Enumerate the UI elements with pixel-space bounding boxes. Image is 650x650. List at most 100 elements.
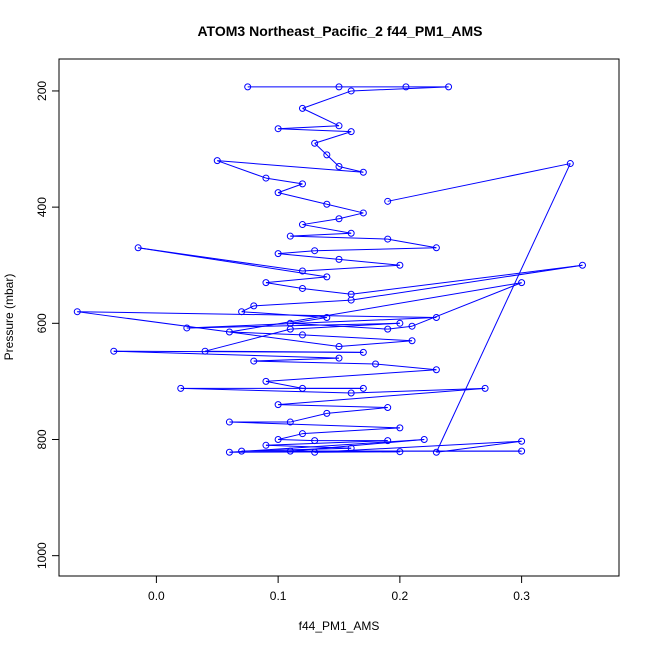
data-point	[274, 435, 282, 443]
data-point	[177, 384, 185, 392]
data-point	[286, 447, 294, 455]
data-point	[396, 319, 404, 327]
data-point	[335, 162, 343, 170]
data-point	[238, 308, 246, 316]
data-point	[578, 261, 586, 269]
data-point	[201, 347, 209, 355]
x-tick-label: 0.1	[270, 589, 287, 603]
data-point	[311, 247, 319, 255]
data-point	[286, 232, 294, 240]
data-point	[311, 139, 319, 147]
data-point	[323, 314, 331, 321]
data-point	[213, 157, 221, 165]
series-line-segment	[265, 369, 437, 382]
data-point	[384, 197, 392, 205]
data-point	[481, 384, 489, 392]
data-point	[110, 347, 118, 355]
data-point	[274, 401, 282, 409]
data-point	[384, 325, 392, 333]
series-line-segment	[278, 192, 327, 205]
series-line-segment	[265, 440, 388, 446]
series-layer	[73, 83, 586, 456]
series-line-segment	[326, 407, 388, 414]
data-point	[274, 125, 282, 133]
data-point	[402, 83, 410, 91]
data-point	[134, 244, 142, 252]
data-point	[396, 261, 404, 269]
data-point	[73, 308, 81, 316]
data-point	[244, 83, 252, 91]
series-line-segment	[314, 247, 437, 252]
series-line-segment	[338, 212, 364, 220]
data-point	[396, 424, 404, 432]
data-point	[335, 83, 343, 91]
data-point	[274, 189, 282, 197]
series-line-segment	[265, 276, 327, 284]
data-point	[518, 279, 526, 287]
data-point	[225, 328, 233, 336]
data-point	[384, 404, 392, 412]
series-line-segment	[186, 322, 400, 329]
data-point	[347, 389, 355, 397]
series-line-segment	[278, 253, 340, 260]
series-line-segment	[113, 350, 364, 353]
chart-title: ATOM3 Northeast_Pacific_2 f44_PM1_AMS	[197, 23, 482, 39]
series-line-segment	[253, 360, 376, 365]
data-point	[372, 360, 380, 368]
data-point	[347, 229, 355, 237]
data-point	[432, 314, 440, 321]
y-axis-label: Pressure (mbar)	[2, 274, 16, 361]
series-line-segment	[387, 163, 571, 202]
data-point	[335, 255, 343, 263]
series-line-segment	[241, 305, 254, 313]
series-line-segment	[278, 438, 315, 442]
data-point	[566, 160, 574, 168]
data-point	[335, 343, 343, 351]
data-point	[311, 437, 319, 445]
data-point	[359, 348, 367, 356]
data-point	[298, 180, 306, 188]
data-point	[420, 435, 428, 443]
series-line-segment	[290, 235, 388, 240]
series-line-segment	[302, 107, 340, 127]
series-line-segment	[217, 160, 267, 179]
x-tick-label: 0.0	[148, 589, 165, 603]
data-point	[298, 221, 306, 229]
data-point	[250, 302, 258, 310]
data-point	[262, 174, 270, 182]
series-line-segment	[375, 363, 437, 371]
series-line-segment	[265, 380, 303, 389]
series-line-segment	[411, 282, 522, 327]
series-line-segment	[265, 282, 303, 289]
series-line-segment	[204, 328, 291, 352]
data-point	[298, 267, 306, 275]
y-tick-label: 600	[35, 313, 49, 333]
y-tick-label: 800	[35, 429, 49, 449]
series-line-segment	[217, 160, 364, 173]
series-line-segment	[302, 334, 413, 342]
series-line-segment	[314, 451, 400, 453]
series-line-segment	[387, 238, 437, 249]
series-line-segment	[253, 299, 352, 307]
x-axis: 0.0 0.1 0.2 0.3	[148, 575, 530, 603]
series-line-segment	[435, 163, 571, 453]
data-point	[432, 366, 440, 374]
data-point	[408, 337, 416, 345]
series-line-segment	[77, 311, 437, 318]
data-point	[384, 437, 392, 445]
y-tick-label: 200	[35, 81, 49, 101]
series-line-segment	[278, 404, 388, 409]
data-point	[359, 384, 367, 392]
series-line-segment	[326, 203, 364, 214]
data-point	[225, 448, 233, 456]
data-point	[262, 279, 270, 287]
series-line-segment	[277, 183, 303, 194]
series-line-segment	[278, 250, 315, 255]
data-point	[323, 200, 331, 208]
y-tick-label: 1000	[35, 542, 49, 569]
data-point	[347, 296, 355, 304]
series-line-segment	[302, 427, 400, 435]
data-point	[225, 418, 233, 426]
data-point	[518, 437, 526, 445]
series-line-segment	[387, 325, 413, 330]
